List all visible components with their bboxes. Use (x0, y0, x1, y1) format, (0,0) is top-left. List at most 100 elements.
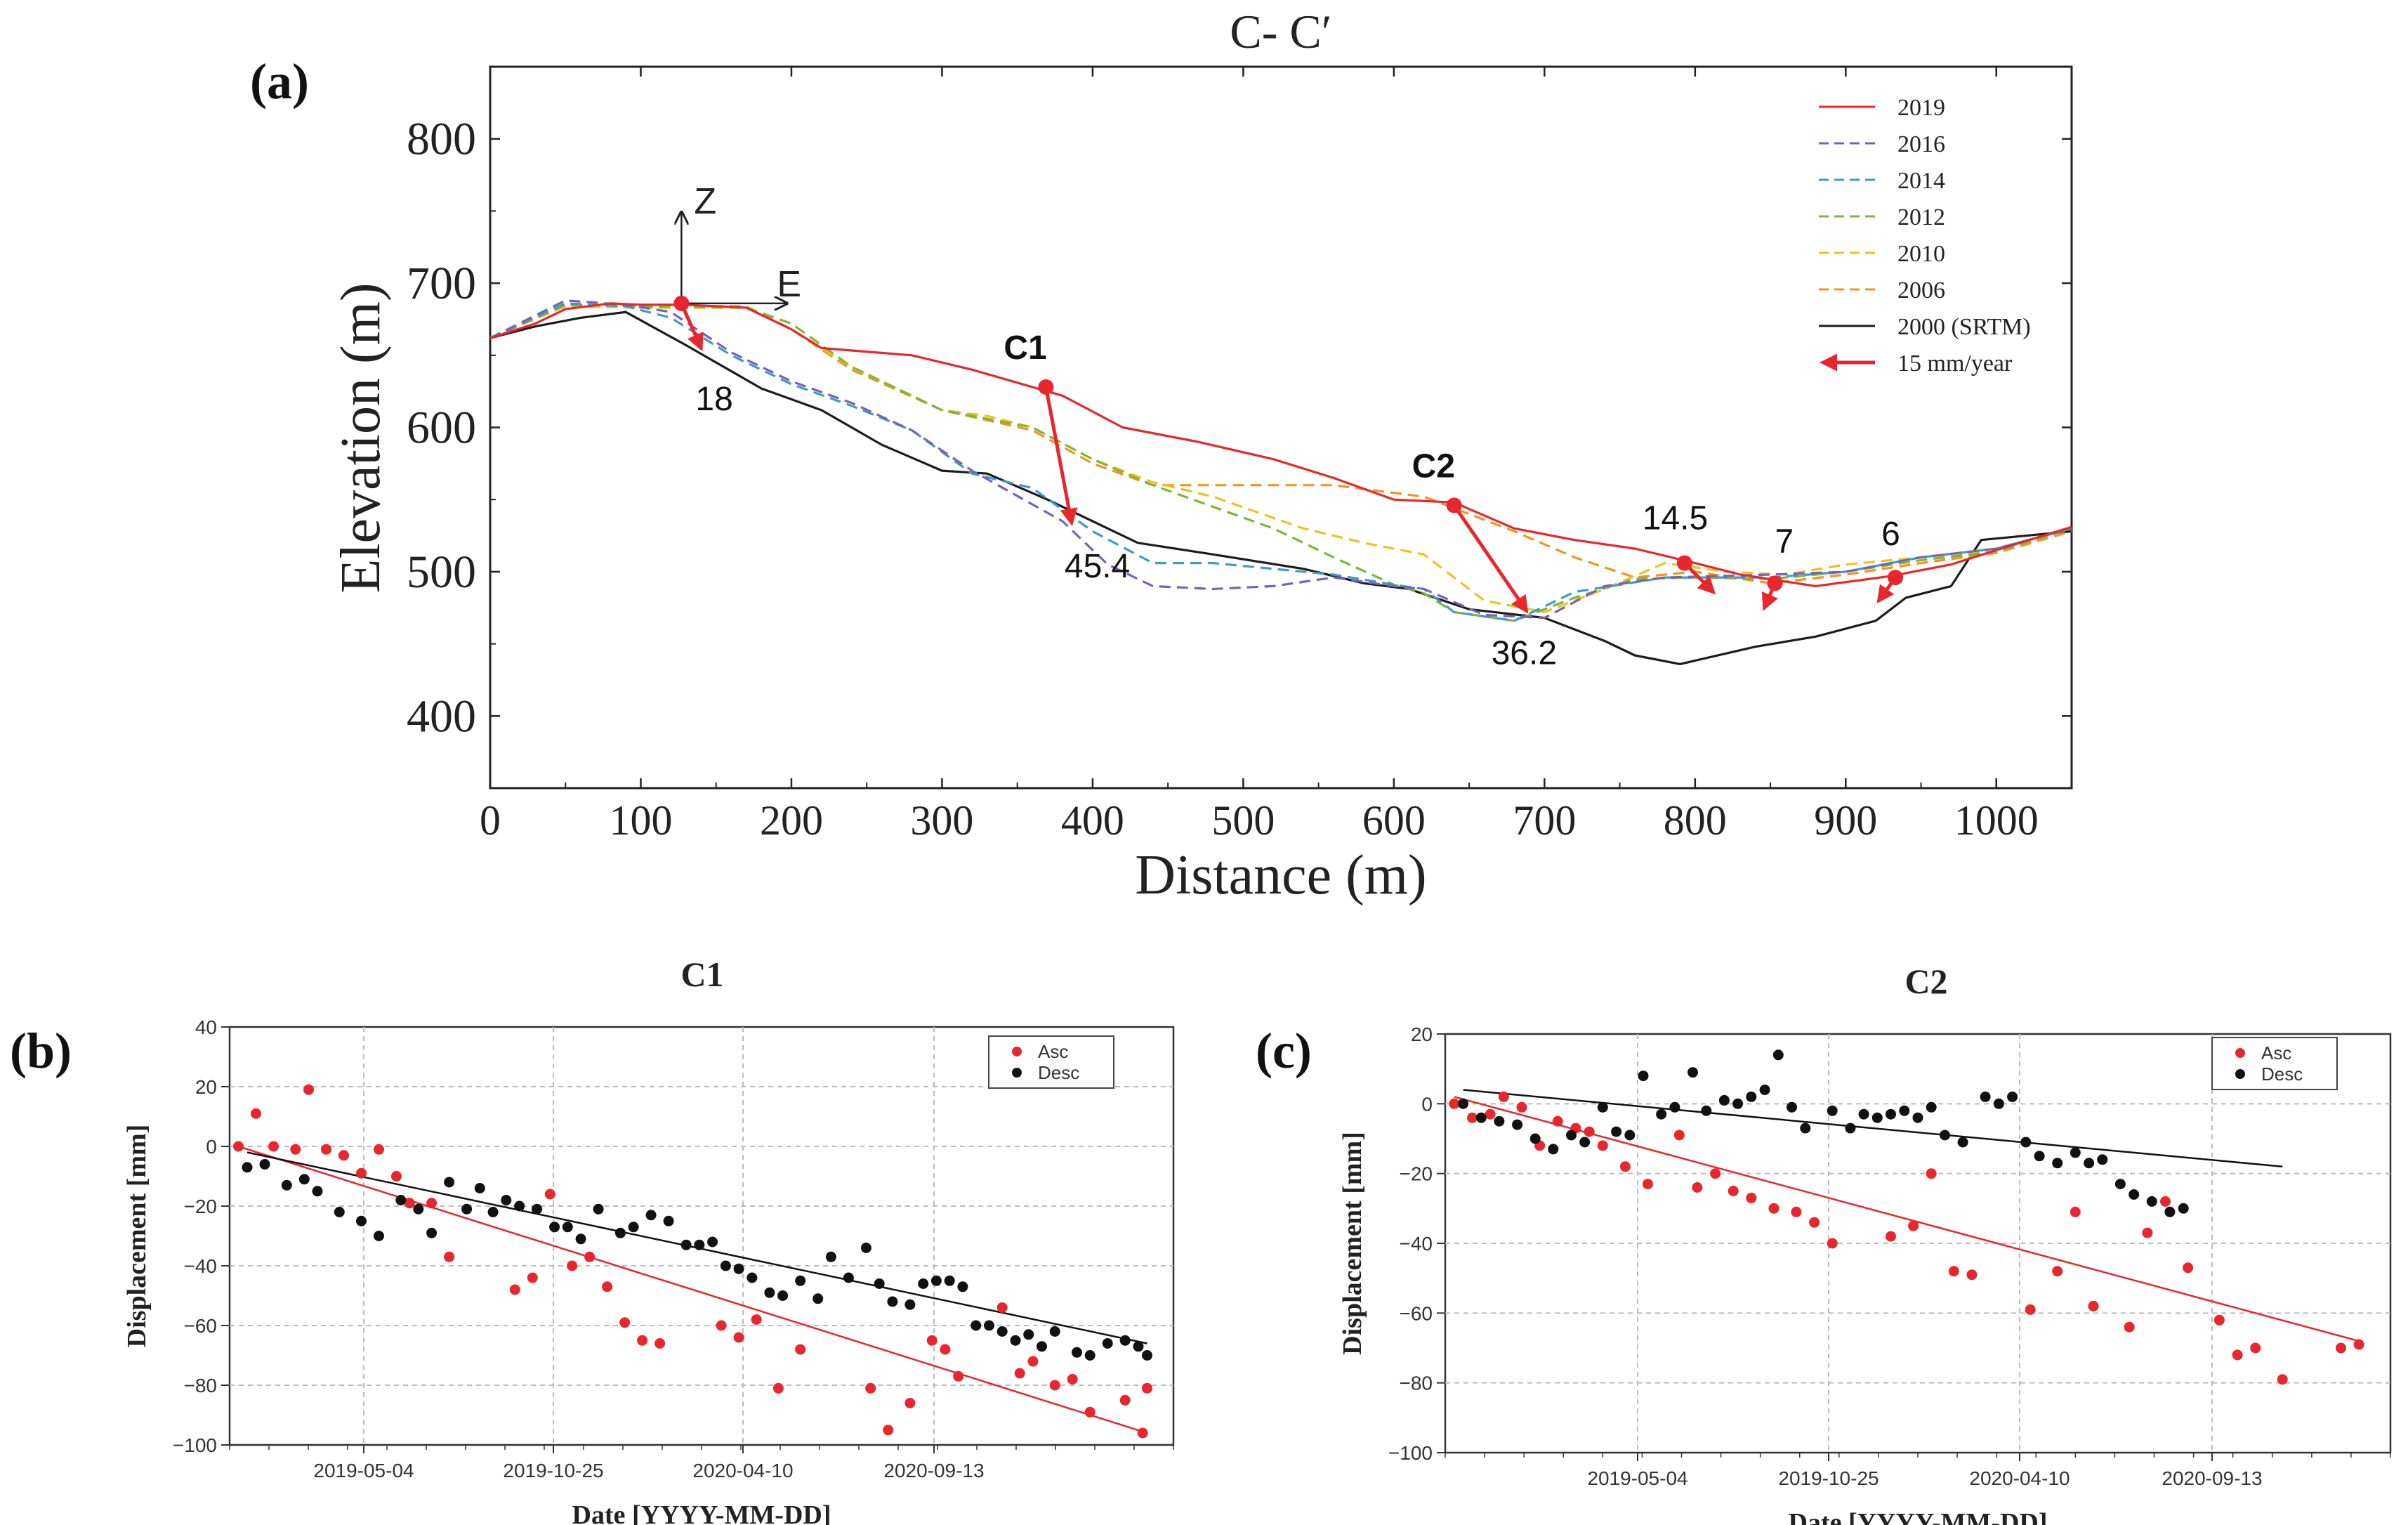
data-point-asc (426, 1198, 437, 1209)
data-point-asc (2124, 1321, 2135, 1333)
point-label: C1 (1004, 329, 1046, 367)
data-point-desc (474, 1183, 485, 1193)
legend-label: Desc (1038, 1062, 1079, 1083)
data-point-asc (654, 1338, 666, 1349)
data-point-asc (544, 1189, 555, 1200)
legend-box (2211, 1037, 2338, 1090)
data-point-desc (843, 1272, 854, 1283)
legend-label: Desc (2261, 1063, 2303, 1085)
data-point-desc (1023, 1329, 1034, 1340)
data-point-desc (764, 1287, 775, 1298)
x-tick-label: 200 (760, 797, 823, 844)
data-point-desc (645, 1210, 657, 1221)
x-tick-label: 2019-05-04 (1587, 1467, 1687, 1489)
data-point-desc (1597, 1101, 1608, 1113)
data-point-desc (1611, 1126, 1622, 1137)
data-point-desc (1010, 1335, 1021, 1346)
x-tick-label: 1000 (1954, 797, 2039, 844)
data-point-asc (926, 1335, 937, 1346)
data-point-desc (1718, 1094, 1730, 1106)
legend-marker (1012, 1047, 1022, 1056)
panel-label: (c) (1256, 1023, 1312, 1079)
data-point-desc (694, 1239, 705, 1250)
x-tick-label: 900 (1814, 797, 1877, 844)
data-point-desc (971, 1320, 982, 1331)
data-point-desc (680, 1239, 692, 1250)
x-tick-label: 700 (1513, 797, 1576, 844)
trend-line-asc (238, 1145, 1147, 1434)
plot-frame (228, 1026, 1175, 1446)
data-point-desc (918, 1278, 929, 1289)
data-point-desc (532, 1203, 543, 1215)
data-point-desc (1957, 1137, 1968, 1148)
data-point-desc (2178, 1203, 2189, 1214)
data-point-desc (562, 1222, 573, 1233)
data-point-desc (984, 1320, 994, 1331)
data-point-desc (1494, 1115, 1505, 1127)
data-point-asc (233, 1141, 244, 1152)
x-tick-label: 2019-05-04 (313, 1460, 414, 1481)
data-point-asc (1746, 1192, 1757, 1203)
data-point-desc (1800, 1123, 1811, 1134)
data-point-desc (575, 1233, 586, 1245)
y-tick-label: −40 (1400, 1233, 1433, 1255)
data-point-desc (860, 1243, 871, 1253)
data-point-asc (1067, 1374, 1078, 1385)
data-point-desc (904, 1299, 916, 1310)
y-axis-title: Displacement [mm] (1338, 1132, 1367, 1355)
data-point-asc (567, 1260, 578, 1271)
data-point-desc (1669, 1101, 1680, 1113)
data-point-desc (1037, 1341, 1047, 1352)
y-tick-label: 20 (1411, 1023, 1433, 1045)
trend-line-asc (1454, 1096, 2360, 1342)
data-point-asc (1827, 1238, 1838, 1249)
legend-label: 2006 (1897, 277, 1945, 303)
data-point-desc (1827, 1105, 1838, 1116)
data-point-desc (514, 1200, 525, 1212)
legend-marker (2235, 1069, 2245, 1079)
y-tick-label: 400 (407, 690, 476, 742)
data-point-desc (1732, 1098, 1744, 1109)
data-point-asc (1619, 1161, 1631, 1172)
data-point-asc (1966, 1269, 1978, 1281)
data-point-asc (444, 1251, 455, 1262)
data-point-desc (795, 1275, 806, 1286)
data-point-asc (1119, 1394, 1131, 1406)
point-marker (1888, 570, 1904, 586)
data-point-desc (426, 1227, 437, 1238)
data-point-desc (487, 1207, 499, 1217)
data-point-desc (1759, 1085, 1770, 1095)
data-point-desc (1858, 1108, 1869, 1120)
data-point-desc (1102, 1338, 1113, 1349)
data-point-asc (527, 1272, 538, 1283)
x-tick-label: 2020-04-10 (1969, 1467, 2070, 1489)
data-point-asc (303, 1084, 314, 1095)
data-point-asc (321, 1144, 331, 1155)
data-point-asc (619, 1317, 631, 1328)
plot-frame (489, 65, 2073, 790)
data-point-asc (865, 1382, 876, 1394)
data-point-desc (996, 1326, 1008, 1337)
panel-c-c2-displacement: −100 −80 −60 −40 −20 0 20 2019-05-04 2019-10-25 2… (1256, 962, 2392, 1525)
y-tick-label: 500 (407, 546, 476, 598)
data-point-desc (733, 1263, 744, 1274)
data-point-desc (2084, 1158, 2095, 1169)
legend-label: Asc (1038, 1041, 1068, 1062)
data-point-desc (312, 1186, 323, 1197)
legend-label: 2000 (SRTM) (1897, 314, 2031, 340)
data-point-asc (1049, 1380, 1060, 1391)
data-point-desc (334, 1207, 345, 1217)
legend-vector-label: 15 mm/year (1897, 351, 2013, 377)
data-point-asc (2213, 1314, 2225, 1326)
data-point-asc (404, 1198, 415, 1209)
y-axis-title: Elevation (m) (330, 282, 392, 593)
velocity-vector (680, 302, 704, 352)
legend-label: 2019 (1897, 95, 1945, 121)
data-point-asc (637, 1335, 648, 1346)
data-point-asc (509, 1284, 520, 1295)
data-point-desc (2146, 1196, 2157, 1207)
x-tick-label: 100 (609, 797, 672, 844)
vector-value-label: 18 (695, 381, 732, 418)
data-point-asc (904, 1398, 916, 1408)
